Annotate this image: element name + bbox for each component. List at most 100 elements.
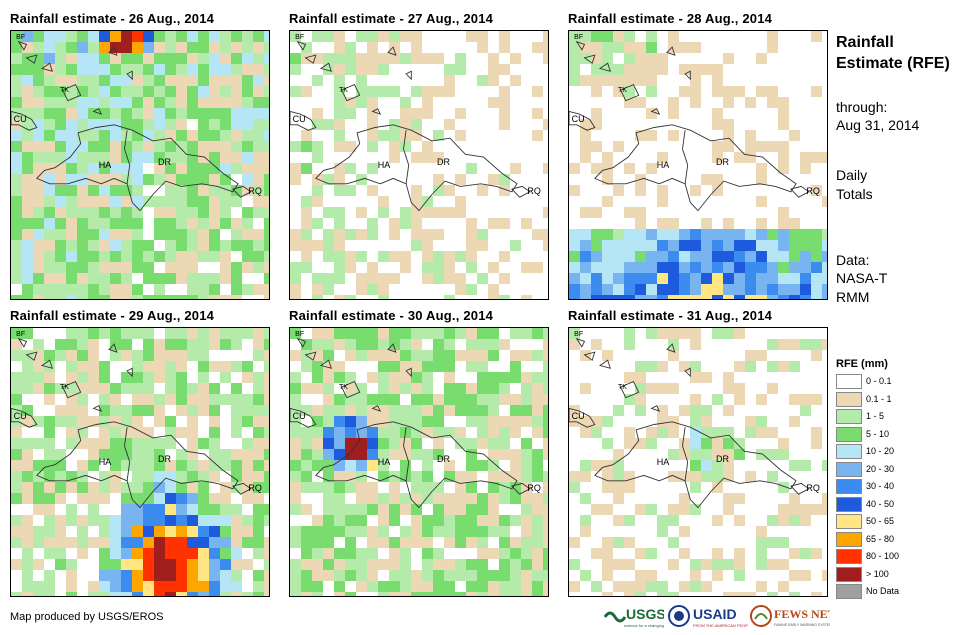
rainfall-cell <box>242 152 253 163</box>
rainfall-cell <box>242 405 253 416</box>
rainfall-cell <box>345 537 356 548</box>
rainfall-cell <box>165 108 176 119</box>
rainfall-cell <box>55 119 66 130</box>
rainfall-cell <box>411 372 422 383</box>
rainfall-cell <box>66 570 77 581</box>
rainfall-cell <box>613 493 624 504</box>
rainfall-cell <box>253 504 264 515</box>
rainfall-cell <box>635 251 646 262</box>
rainfall-cell <box>187 207 198 218</box>
rainfall-cell <box>756 240 767 251</box>
rainfall-cell <box>77 526 88 537</box>
rainfall-cell <box>345 559 356 570</box>
rainfall-cell <box>756 449 767 460</box>
rainfall-cell <box>822 504 827 515</box>
rainfall-cell <box>646 42 657 53</box>
rainfall-cell <box>165 350 176 361</box>
rainfall-cell <box>290 405 301 416</box>
rainfall-cell <box>690 273 701 284</box>
rainfall-cell <box>690 295 701 299</box>
rainfall-cell <box>345 97 356 108</box>
rainfall-cell <box>411 361 422 372</box>
rainfall-cell <box>334 141 345 152</box>
rainfall-cell <box>198 493 209 504</box>
rainfall-cell <box>690 559 701 570</box>
rainfall-cell <box>444 383 455 394</box>
rainfall-cell <box>723 218 734 229</box>
rainfall-cell <box>66 163 77 174</box>
rainfall-cell <box>767 251 778 262</box>
rainfall-cell <box>367 559 378 570</box>
rainfall-cell <box>66 152 77 163</box>
rainfall-cell <box>77 548 88 559</box>
rainfall-cell <box>345 548 356 559</box>
rainfall-cell <box>323 416 334 427</box>
legend-label: No Data <box>866 586 900 596</box>
rainfall-cell <box>334 548 345 559</box>
rainfall-cell <box>143 548 154 559</box>
rainfall-cell <box>323 383 334 394</box>
rainfall-cell <box>121 229 132 240</box>
rainfall-cell <box>635 284 646 295</box>
rainfall-cell <box>231 64 242 75</box>
rainfall-cell <box>154 460 165 471</box>
rainfall-cell <box>231 75 242 86</box>
place-label: DR <box>437 453 451 464</box>
rainfall-cell <box>253 108 264 119</box>
rainfall-cell <box>143 537 154 548</box>
rainfall-cell <box>290 64 301 75</box>
rainfall-cell <box>264 581 269 592</box>
rainfall-cell <box>301 537 312 548</box>
rainfall-cell <box>110 482 121 493</box>
rainfall-cell <box>44 394 55 405</box>
rainfall-cell <box>187 559 198 570</box>
rainfall-cell <box>253 251 264 262</box>
rainfall-cell <box>745 97 756 108</box>
rainfall-cell <box>422 273 433 284</box>
rainfall-cell <box>734 449 745 460</box>
rainfall-cell <box>264 273 269 284</box>
rainfall-cell <box>734 328 745 339</box>
rainfall-cell <box>400 416 411 427</box>
rainfall-cell <box>198 592 209 596</box>
island-outline <box>340 84 361 102</box>
rainfall-cell <box>110 449 121 460</box>
rainfall-cell <box>789 394 800 405</box>
rainfall-cell <box>143 119 154 130</box>
rainfall-cell <box>499 119 510 130</box>
rainfall-cell <box>121 196 132 207</box>
rainfall-cell <box>88 218 99 229</box>
rainfall-cell <box>121 75 132 86</box>
cuba-outline <box>290 110 317 131</box>
rainfall-cell <box>756 218 767 229</box>
rainfall-cell <box>477 42 488 53</box>
rainfall-cell <box>121 438 132 449</box>
rainfall-cell <box>11 295 22 299</box>
rainfall-cell <box>477 229 488 240</box>
rainfall-cell <box>242 537 253 548</box>
rainfall-cell <box>323 361 334 372</box>
rainfall-cell <box>11 42 22 53</box>
rainfall-cell <box>679 229 690 240</box>
rainfall-cell <box>378 493 389 504</box>
haiti-dr-border <box>124 130 131 184</box>
rainfall-cell <box>198 218 209 229</box>
rainfall-cell <box>242 328 253 339</box>
rainfall-cell <box>389 405 400 416</box>
rainfall-cell <box>378 416 389 427</box>
island-outline <box>92 108 103 115</box>
rainfall-cell <box>33 108 44 119</box>
rainfall-cell <box>121 262 132 273</box>
cuba-outline <box>569 407 596 428</box>
rainfall-cell <box>99 42 110 53</box>
rainfall-cell <box>521 570 532 581</box>
place-label: BF <box>16 33 26 41</box>
rainfall-cell <box>22 163 33 174</box>
rainfall-cell <box>499 383 510 394</box>
rainfall-cell <box>187 581 198 592</box>
rainfall-cell <box>264 427 269 438</box>
rainfall-cell <box>411 471 422 482</box>
legend-label: 40 - 50 <box>866 498 895 509</box>
rainfall-cell <box>301 42 312 53</box>
rainfall-cell <box>88 350 99 361</box>
